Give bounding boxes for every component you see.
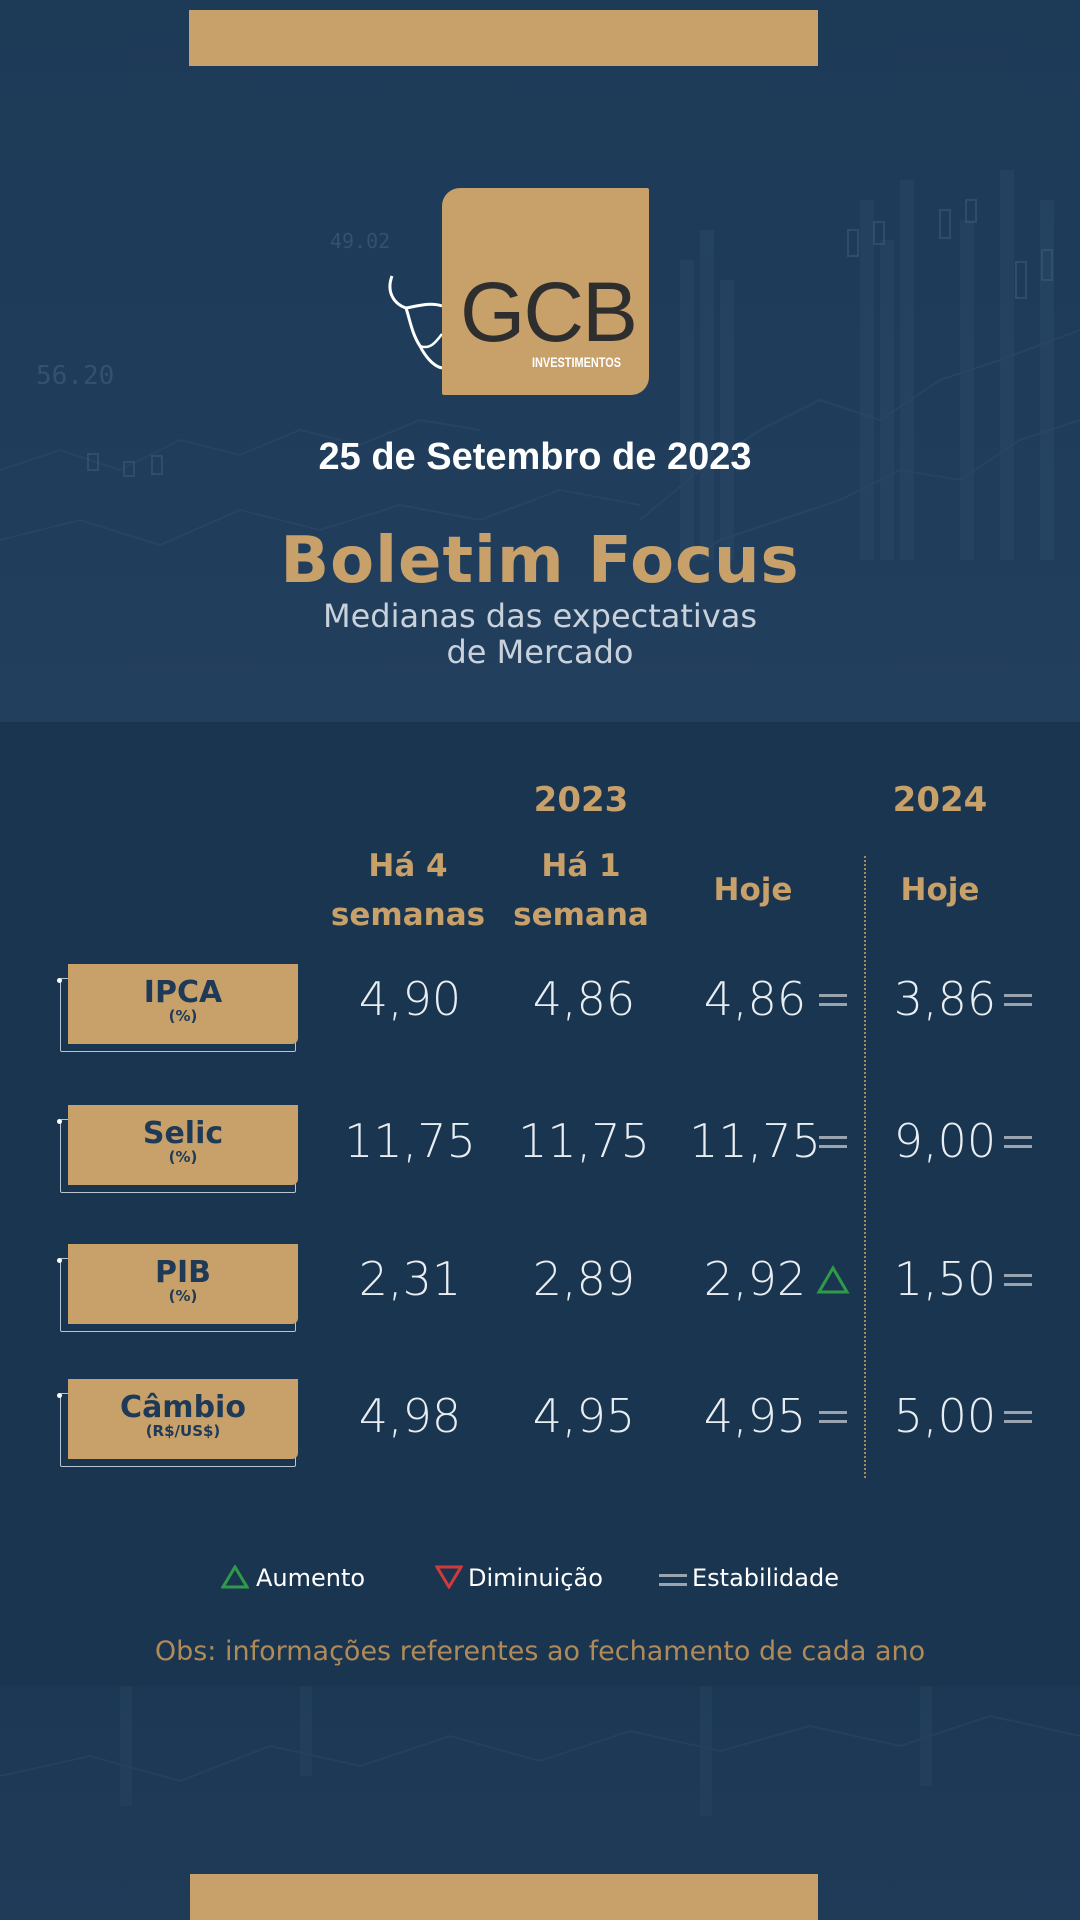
legend-stable: Estabilidade [692,1564,839,1592]
equals-icon [1004,1270,1034,1290]
value-today-2023: 4,86 [703,972,807,1026]
row-unit: (%) [168,1287,198,1305]
col-header-4-weeks-line2: semanas [330,897,486,933]
label-box [68,964,298,1044]
subtitle-line-2: de Mercado [446,633,634,671]
label-dot [57,1119,62,1124]
page-title: Boletim Focus [280,524,800,598]
row-unit: (%) [168,1148,198,1166]
col-header-4-weeks-line1: Há 4 [368,848,448,884]
value-1-week: 4,86 [532,972,636,1026]
row-unit: (%) [168,1007,198,1025]
year-divider [864,856,866,1478]
value-4-weeks: 2,31 [358,1252,462,1306]
value-today-2024: 1,50 [893,1252,997,1306]
financial-chart-decoration-bottom [0,1686,1080,1816]
equals-icon [819,1132,849,1152]
row-name: PIB [154,1255,211,1290]
row-unit: (R$/US$) [145,1422,221,1440]
legend-decrease: Diminuição [468,1564,603,1592]
equals-icon [1004,1132,1034,1152]
legend-increase: Aumento [256,1564,366,1592]
label-box [68,1105,298,1185]
logo-subtext: INVESTIMENTOS [532,354,621,370]
value-today-2024: 9,00 [893,1114,997,1168]
row-label-pib: PIB (%) [57,1244,300,1332]
row-name: Câmbio [120,1390,246,1425]
value-4-weeks: 11,75 [344,1114,476,1168]
equals-icon [659,1570,689,1590]
report-date: 25 de Setembro de 2023 [318,436,752,478]
svg-text:49.02: 49.02 [330,229,390,253]
col-header-4-weeks: Há 4 semanas [308,842,508,940]
value-today-2024: 3,86 [893,972,997,1026]
value-today-2023: 4,95 [703,1389,807,1443]
row-label-cambio: Câmbio (R$/US$) [57,1379,300,1467]
svg-text:56.20: 56.20 [36,361,114,391]
value-today-2023: 11,75 [689,1114,821,1168]
triangle-up-icon [221,1565,249,1589]
triangle-down-icon [435,1565,463,1589]
row-label-selic: Selic (%) [57,1105,300,1193]
logo-box [442,188,649,395]
value-1-week: 11,75 [518,1114,650,1168]
equals-icon [819,990,849,1010]
col-header-today-2024: Hoje [900,872,980,908]
bull-icon [388,275,443,370]
value-today-2024: 5,00 [893,1389,997,1443]
value-4-weeks: 4,98 [358,1389,462,1443]
logo-text: GCB [460,265,638,359]
top-accent-bar [189,10,818,66]
footnote: Obs: informações referentes ao fechament… [154,1636,926,1667]
label-dot [57,1258,62,1263]
value-1-week: 2,89 [532,1252,636,1306]
triangle-up-icon [816,1265,850,1294]
label-dot [57,978,62,983]
equals-icon [1004,1407,1034,1427]
financial-chart-decoration: 49.02 56.20 [0,170,1080,581]
row-name: IPCA [143,975,223,1010]
label-box [68,1379,298,1459]
bottom-accent-bar [190,1874,818,1920]
value-4-weeks: 4,90 [358,972,462,1026]
header-background: 49.02 56.20 [0,0,1080,722]
col-header-1-week: Há 1 semana [481,842,681,940]
row-label-ipca: IPCA (%) [57,964,300,1052]
subtitle-line-1: Medianas das expectativas [322,597,758,635]
year-2023-header: 2023 [533,780,629,820]
col-header-1-week-line2: semana [513,897,649,933]
row-name: Selic [142,1116,224,1151]
year-2024-header: 2024 [892,780,988,820]
label-box [68,1244,298,1324]
page-subtitle: Medianas das expectativas de Mercado [0,598,1080,670]
label-dot [57,1393,62,1398]
value-1-week: 4,95 [532,1389,636,1443]
col-header-1-week-line1: Há 1 [541,848,621,884]
col-header-today-2023: Hoje [713,872,793,908]
equals-icon [1004,990,1034,1010]
equals-icon [819,1407,849,1427]
value-today-2023: 2,92 [703,1252,807,1306]
